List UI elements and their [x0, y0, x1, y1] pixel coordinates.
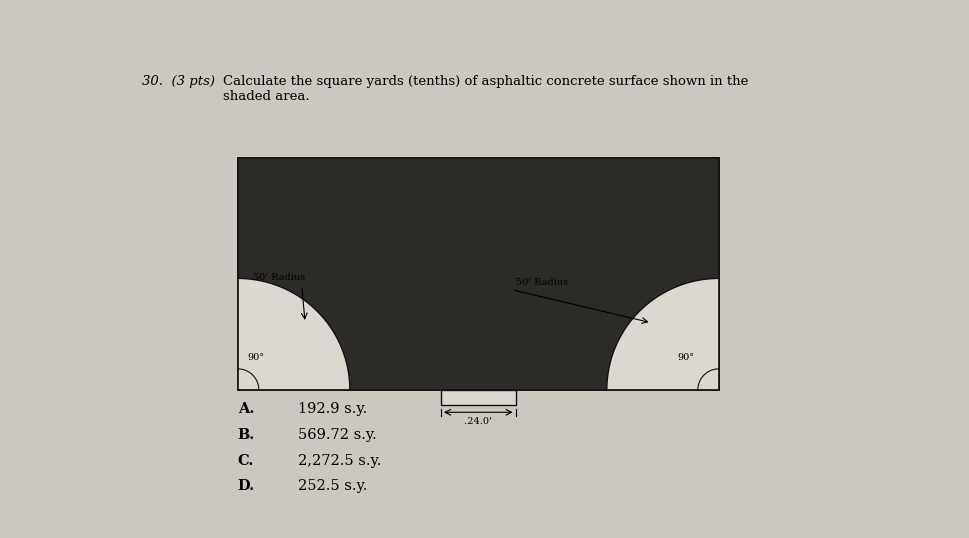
Polygon shape	[237, 278, 350, 390]
Text: 252.5 s.y.: 252.5 s.y.	[297, 479, 367, 493]
Text: B.: B.	[237, 428, 255, 442]
Text: 90°: 90°	[247, 352, 265, 362]
Text: Calculate the square yards (tenths) of asphaltic concrete surface shown in the
s: Calculate the square yards (tenths) of a…	[223, 75, 747, 103]
Text: ․24.0': ․24.0'	[464, 417, 491, 426]
Text: 30.  (3 pts): 30. (3 pts)	[142, 75, 215, 88]
Text: D.: D.	[237, 479, 255, 493]
Bar	[237, 158, 718, 390]
Bar	[237, 158, 718, 390]
Text: 50' Radius: 50' Radius	[253, 273, 304, 282]
Text: 192.9 s.y.: 192.9 s.y.	[297, 402, 367, 416]
Text: A.: A.	[237, 402, 254, 416]
Text: 90°: 90°	[676, 352, 694, 362]
Text: 50' Radius: 50' Radius	[516, 278, 567, 287]
Bar	[441, 390, 516, 405]
Text: C.: C.	[237, 454, 254, 468]
Bar	[237, 158, 718, 390]
Polygon shape	[607, 278, 718, 390]
Text: 569.72 s.y.: 569.72 s.y.	[297, 428, 376, 442]
Text: 2,272.5 s.y.: 2,272.5 s.y.	[297, 454, 381, 468]
